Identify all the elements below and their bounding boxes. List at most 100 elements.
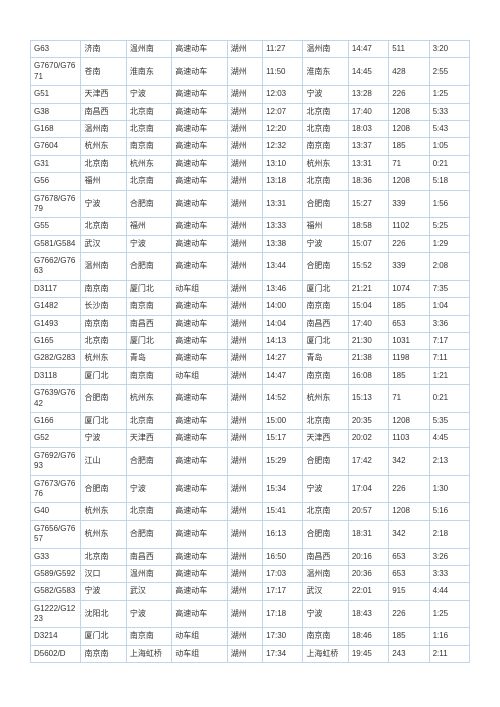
table-row: G7673/G7676合肥南宁波高速动车湖州15:34宁波17:042261:3… (31, 475, 470, 503)
table-cell: 17:30 (263, 628, 303, 645)
table-cell: 3:20 (429, 41, 469, 58)
table-cell: 天津西 (303, 430, 348, 447)
table-cell: 4:44 (429, 583, 469, 600)
table-cell: 13:31 (263, 190, 303, 218)
table-cell: 温州南 (126, 565, 171, 582)
table-cell: 高速动车 (172, 190, 228, 218)
table-cell: 185 (389, 367, 429, 384)
table-cell: 高速动车 (172, 430, 228, 447)
table-cell: 高速动车 (172, 475, 228, 503)
table-cell: 合肥南 (81, 385, 126, 413)
table-cell: 温州南 (81, 253, 126, 281)
table-cell: 高速动车 (172, 412, 228, 429)
table-cell: 20:16 (348, 548, 388, 565)
table-cell: 湖州 (227, 628, 262, 645)
table-row: G1493南京南南昌西高速动车湖州14:04南昌西17:406533:36 (31, 315, 470, 332)
table-row: G63济南温州南高速动车湖州11:27温州南14:475113:20 (31, 41, 470, 58)
table-cell: 1198 (389, 350, 429, 367)
table-cell: 339 (389, 190, 429, 218)
table-cell: 福州 (126, 218, 171, 235)
table-cell: 15:17 (263, 430, 303, 447)
table-cell: 16:13 (263, 520, 303, 548)
table-cell: 4:45 (429, 430, 469, 447)
table-cell: 17:17 (263, 583, 303, 600)
table-cell: 宁波 (81, 430, 126, 447)
table-cell: 7:11 (429, 350, 469, 367)
table-cell: 高速动车 (172, 86, 228, 103)
table-cell: 南昌西 (303, 315, 348, 332)
table-cell: 653 (389, 548, 429, 565)
table-cell: 武汉 (303, 583, 348, 600)
table-row: G282/G283杭州东青岛高速动车湖州14:27青岛21:3811987:11 (31, 350, 470, 367)
table-cell: 宁波 (303, 86, 348, 103)
table-cell: 高速动车 (172, 298, 228, 315)
table-cell: 高速动车 (172, 583, 228, 600)
table-cell: 226 (389, 475, 429, 503)
table-cell: 1208 (389, 503, 429, 520)
table-cell: 1:16 (429, 628, 469, 645)
table-cell: G52 (31, 430, 81, 447)
table-cell: 1:21 (429, 367, 469, 384)
table-cell: 185 (389, 298, 429, 315)
table-cell: 18:03 (348, 120, 388, 137)
table-cell: 合肥南 (303, 447, 348, 475)
table-cell: 1103 (389, 430, 429, 447)
table-cell: 宁波 (303, 475, 348, 503)
table-cell: 湖州 (227, 503, 262, 520)
table-cell: 653 (389, 315, 429, 332)
table-cell: 湖州 (227, 298, 262, 315)
table-cell: 天津西 (81, 86, 126, 103)
table-cell: 15:07 (348, 235, 388, 252)
table-cell: 15:41 (263, 503, 303, 520)
table-row: G52宁波天津西高速动车湖州15:17天津西20:0211034:45 (31, 430, 470, 447)
table-cell: 17:42 (348, 447, 388, 475)
table-cell: 北京南 (81, 218, 126, 235)
table-row: G7662/G7663温州南合肥南高速动车湖州13:44合肥南15:523392… (31, 253, 470, 281)
table-cell: 南昌西 (303, 548, 348, 565)
table-cell: 湖州 (227, 280, 262, 297)
table-cell: D3214 (31, 628, 81, 645)
table-cell: 20:02 (348, 430, 388, 447)
table-cell: 高速动车 (172, 315, 228, 332)
table-cell: 18:58 (348, 218, 388, 235)
table-cell: 武汉 (126, 583, 171, 600)
table-cell: 1208 (389, 103, 429, 120)
table-cell: 湖州 (227, 155, 262, 172)
table-cell: 北京南 (303, 173, 348, 190)
table-cell: 北京南 (81, 333, 126, 350)
table-cell: 青岛 (303, 350, 348, 367)
table-cell: 湖州 (227, 333, 262, 350)
table-cell: 高速动车 (172, 58, 228, 86)
table-cell: 7:17 (429, 333, 469, 350)
table-cell: 湖州 (227, 86, 262, 103)
table-row: D3117南京南厦门北动车组湖州13:46厦门北21:2110747:35 (31, 280, 470, 297)
table-cell: 宁波 (303, 235, 348, 252)
table-cell: G1482 (31, 298, 81, 315)
table-cell: 高速动车 (172, 155, 228, 172)
table-cell: 15:13 (348, 385, 388, 413)
table-cell: 226 (389, 600, 429, 628)
table-cell: 5:43 (429, 120, 469, 137)
table-cell: 南京南 (81, 315, 126, 332)
table-cell: 1:05 (429, 138, 469, 155)
table-cell: 18:31 (348, 520, 388, 548)
table-cell: G166 (31, 412, 81, 429)
table-cell: 3:26 (429, 548, 469, 565)
table-cell: 17:04 (348, 475, 388, 503)
table-cell: 南京南 (303, 628, 348, 645)
table-cell: 杭州东 (81, 520, 126, 548)
table-cell: 16:50 (263, 548, 303, 565)
table-cell: 北京南 (81, 548, 126, 565)
table-cell: 苍南 (81, 58, 126, 86)
table-cell: 湖州 (227, 645, 262, 662)
table-cell: 合肥南 (126, 190, 171, 218)
table-cell: 北京南 (303, 503, 348, 520)
table-cell: 17:03 (263, 565, 303, 582)
table-cell: 17:40 (348, 103, 388, 120)
table-cell: 湖州 (227, 430, 262, 447)
table-cell: 合肥南 (81, 475, 126, 503)
table-cell: 杭州东 (81, 503, 126, 520)
table-cell: 湖州 (227, 218, 262, 235)
table-cell: 1:25 (429, 86, 469, 103)
table-cell: 21:38 (348, 350, 388, 367)
